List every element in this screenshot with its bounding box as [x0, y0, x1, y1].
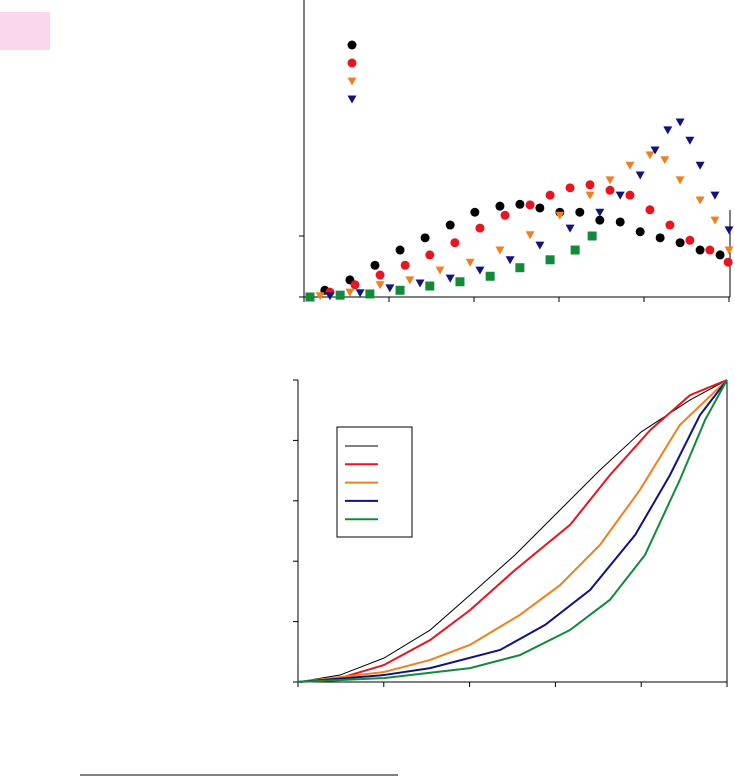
point [723, 257, 733, 267]
line [297, 379, 728, 683]
point [555, 211, 565, 220]
line [297, 379, 728, 683]
point [475, 266, 485, 275]
point [705, 245, 715, 255]
point [615, 191, 625, 200]
point [595, 208, 605, 217]
point [650, 146, 660, 155]
point [663, 126, 673, 135]
highlight-box [0, 12, 50, 50]
point [675, 118, 685, 127]
point [635, 171, 645, 180]
point [545, 255, 555, 265]
point [525, 231, 535, 240]
point [645, 205, 655, 215]
point [587, 231, 597, 241]
point [435, 266, 445, 275]
point [655, 233, 665, 243]
point [545, 190, 555, 200]
point [645, 151, 655, 160]
point [355, 289, 365, 298]
point [675, 176, 685, 185]
point [585, 191, 595, 200]
point [375, 270, 385, 280]
point [605, 176, 615, 185]
point [405, 276, 415, 285]
point [675, 238, 685, 248]
line [297, 379, 728, 683]
legend-marker [347, 58, 357, 68]
point [710, 191, 720, 200]
point [445, 274, 455, 283]
point [425, 281, 435, 291]
point [570, 245, 580, 255]
line [297, 379, 728, 683]
point [350, 280, 360, 290]
point [715, 250, 725, 260]
point [695, 196, 705, 205]
point [395, 245, 405, 255]
point [315, 292, 325, 301]
point [565, 183, 575, 193]
point [335, 290, 345, 300]
point [625, 190, 635, 200]
point [305, 292, 315, 302]
point [724, 226, 734, 235]
point [525, 200, 535, 210]
point [585, 180, 595, 190]
point [485, 271, 495, 281]
point [495, 201, 505, 211]
point [605, 185, 615, 195]
point [385, 284, 395, 293]
point [535, 241, 545, 250]
point [505, 256, 515, 265]
point [370, 260, 380, 270]
legend-marker [347, 95, 357, 104]
point [470, 207, 480, 217]
point [495, 246, 505, 255]
point [660, 156, 670, 165]
point [695, 245, 705, 255]
point [475, 223, 485, 233]
point [395, 285, 405, 295]
point [365, 289, 375, 299]
point [425, 250, 435, 260]
point [515, 199, 525, 209]
point [665, 220, 675, 230]
point [465, 258, 475, 267]
point [420, 233, 430, 243]
point [515, 263, 525, 273]
legend-marker [347, 77, 357, 86]
point [685, 136, 695, 145]
point [710, 216, 720, 225]
point [695, 161, 705, 170]
point [500, 210, 510, 220]
point [400, 260, 410, 270]
point [415, 279, 425, 288]
point [565, 224, 575, 233]
point [625, 161, 635, 170]
point [535, 203, 545, 213]
point [724, 246, 734, 255]
point [635, 227, 645, 237]
point [375, 281, 385, 290]
point [575, 207, 585, 217]
point [450, 238, 460, 248]
legend-marker [347, 40, 357, 50]
point [595, 215, 605, 225]
line [297, 379, 728, 683]
point [345, 288, 355, 297]
point [685, 235, 695, 245]
point [445, 220, 455, 230]
point [455, 277, 465, 287]
point [325, 292, 335, 301]
point [615, 217, 625, 227]
